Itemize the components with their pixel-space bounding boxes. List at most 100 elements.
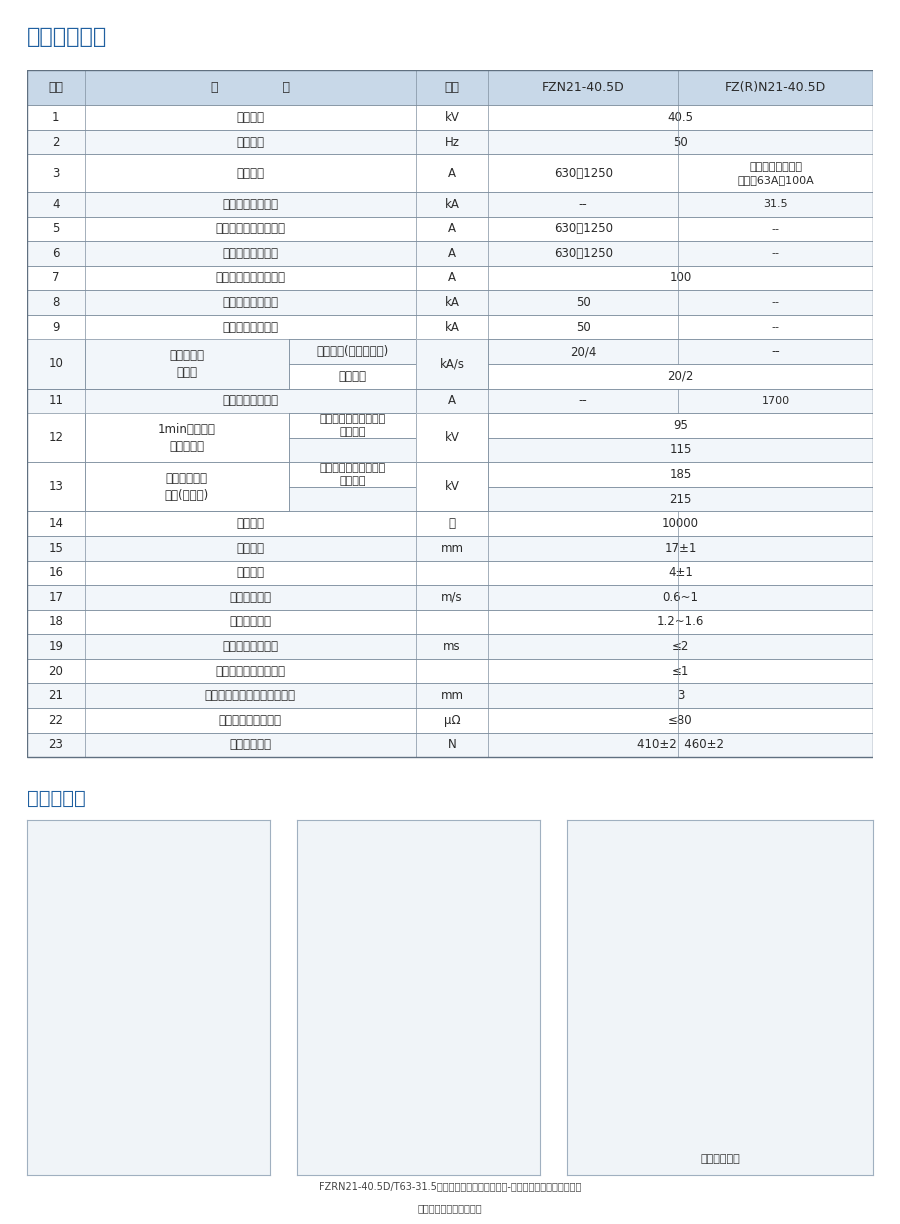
Text: 185: 185 — [670, 468, 692, 481]
Text: 50: 50 — [576, 321, 590, 334]
Text: 115: 115 — [670, 443, 692, 457]
Bar — [27, 610, 873, 634]
Text: 三相分、合闸不同期性: 三相分、合闸不同期性 — [215, 665, 285, 678]
Bar — [85, 339, 289, 388]
Text: 平均分间速度: 平均分间速度 — [230, 616, 271, 628]
Text: 额定频率: 额定频率 — [237, 136, 265, 148]
Bar — [27, 192, 873, 217]
Text: 上进线正装侧面左侧操作: 上进线正装侧面左侧操作 — [418, 1203, 482, 1213]
Bar — [27, 70, 873, 105]
Bar — [27, 217, 873, 241]
Bar — [27, 659, 873, 683]
Bar — [416, 339, 488, 388]
Text: 12: 12 — [49, 431, 63, 444]
Bar — [27, 512, 873, 536]
Text: μΩ: μΩ — [444, 714, 461, 727]
Text: kV: kV — [445, 480, 460, 493]
Text: 单位: 单位 — [445, 81, 460, 94]
Text: kA: kA — [445, 321, 460, 334]
Text: kA/s: kA/s — [439, 357, 464, 371]
Text: 2: 2 — [52, 136, 59, 148]
Text: 13: 13 — [49, 468, 63, 481]
Text: 17: 17 — [49, 591, 63, 603]
Text: kA/s: kA/s — [439, 345, 464, 359]
Text: 额定短路关合电流: 额定短路关合电流 — [222, 321, 278, 334]
Text: FZN21-40.5D: FZN21-40.5D — [542, 81, 625, 94]
Bar — [27, 412, 85, 463]
Text: 0.6~1: 0.6~1 — [662, 591, 698, 603]
Text: 全波雷电冲击
耐压(有效值): 全波雷电冲击 耐压(有效值) — [165, 471, 209, 502]
Bar — [27, 290, 873, 315]
Bar — [27, 412, 873, 438]
Text: 接触行程: 接触行程 — [237, 567, 265, 579]
Text: 11: 11 — [49, 394, 63, 408]
Text: kA: kA — [445, 296, 460, 308]
Bar — [27, 388, 873, 412]
Text: 21: 21 — [49, 689, 63, 703]
Bar — [27, 561, 873, 585]
Text: 20: 20 — [49, 665, 63, 678]
Text: 1.2~1.6: 1.2~1.6 — [657, 616, 704, 628]
Text: m/s: m/s — [441, 591, 463, 603]
Text: 额定短路开断电流: 额定短路开断电流 — [222, 198, 278, 211]
Bar — [27, 683, 873, 707]
Text: 630、1250: 630、1250 — [554, 223, 613, 235]
Text: 630、1250: 630、1250 — [554, 247, 613, 259]
Bar — [85, 463, 289, 512]
Text: 14: 14 — [49, 518, 63, 530]
Bar — [27, 463, 873, 487]
Text: kV: kV — [445, 111, 460, 124]
Text: 对地、相间、真空断口
隔离断口: 对地、相间、真空断口 隔离断口 — [320, 414, 386, 437]
Text: 19: 19 — [49, 640, 63, 654]
Bar — [27, 130, 873, 154]
Text: 17±1: 17±1 — [664, 542, 697, 554]
Text: mm: mm — [441, 542, 464, 554]
Text: 8: 8 — [52, 296, 59, 308]
Text: 20/4: 20/4 — [570, 345, 597, 359]
Bar — [27, 707, 873, 732]
Text: ≤1: ≤1 — [671, 665, 689, 678]
Text: 3: 3 — [677, 689, 684, 703]
Text: 9: 9 — [52, 321, 59, 334]
Bar — [27, 463, 85, 512]
Text: --: -- — [579, 198, 588, 211]
Bar — [416, 463, 488, 512]
Text: 机械寿命: 机械寿命 — [237, 518, 265, 530]
Bar — [27, 463, 873, 487]
Bar — [27, 217, 873, 241]
Text: 固定门开孔图: 固定门开孔图 — [700, 1154, 740, 1164]
Text: 10: 10 — [49, 345, 63, 359]
Text: 7: 7 — [52, 272, 59, 284]
Text: A: A — [448, 223, 456, 235]
Bar — [27, 536, 873, 561]
Text: 1: 1 — [52, 111, 59, 124]
Bar — [416, 412, 488, 463]
Bar — [27, 512, 873, 536]
Text: 序号: 序号 — [49, 81, 63, 94]
Text: 触头合闸弹跳时间: 触头合闸弹跳时间 — [222, 640, 278, 654]
Text: 额定有功负载开断电流: 额定有功负载开断电流 — [215, 223, 285, 235]
Bar — [27, 412, 85, 463]
Bar — [27, 634, 873, 659]
Text: 额定闭环开断电流: 额定闭环开断电流 — [222, 247, 278, 259]
Bar — [85, 463, 289, 512]
Text: 5: 5 — [52, 223, 59, 235]
Bar — [27, 536, 873, 561]
Text: 额定电流: 额定电流 — [237, 166, 265, 180]
Text: A: A — [448, 166, 456, 180]
Bar — [27, 438, 873, 463]
Text: A: A — [448, 272, 456, 284]
Text: 1700: 1700 — [761, 395, 790, 406]
Bar — [27, 290, 873, 315]
Text: 4±1: 4±1 — [668, 567, 693, 579]
Text: 22: 22 — [49, 714, 63, 727]
Bar — [27, 339, 85, 388]
Text: 95: 95 — [673, 419, 688, 432]
Text: 负荷开关(含隔离开关): 负荷开关(含隔离开关) — [317, 345, 389, 359]
Text: 215: 215 — [670, 492, 692, 506]
Text: ≤80: ≤80 — [668, 714, 693, 727]
Text: 20/2: 20/2 — [667, 370, 694, 383]
Bar — [27, 683, 873, 707]
Text: 外形尺寸图: 外形尺寸图 — [27, 789, 86, 808]
Bar — [27, 364, 873, 388]
